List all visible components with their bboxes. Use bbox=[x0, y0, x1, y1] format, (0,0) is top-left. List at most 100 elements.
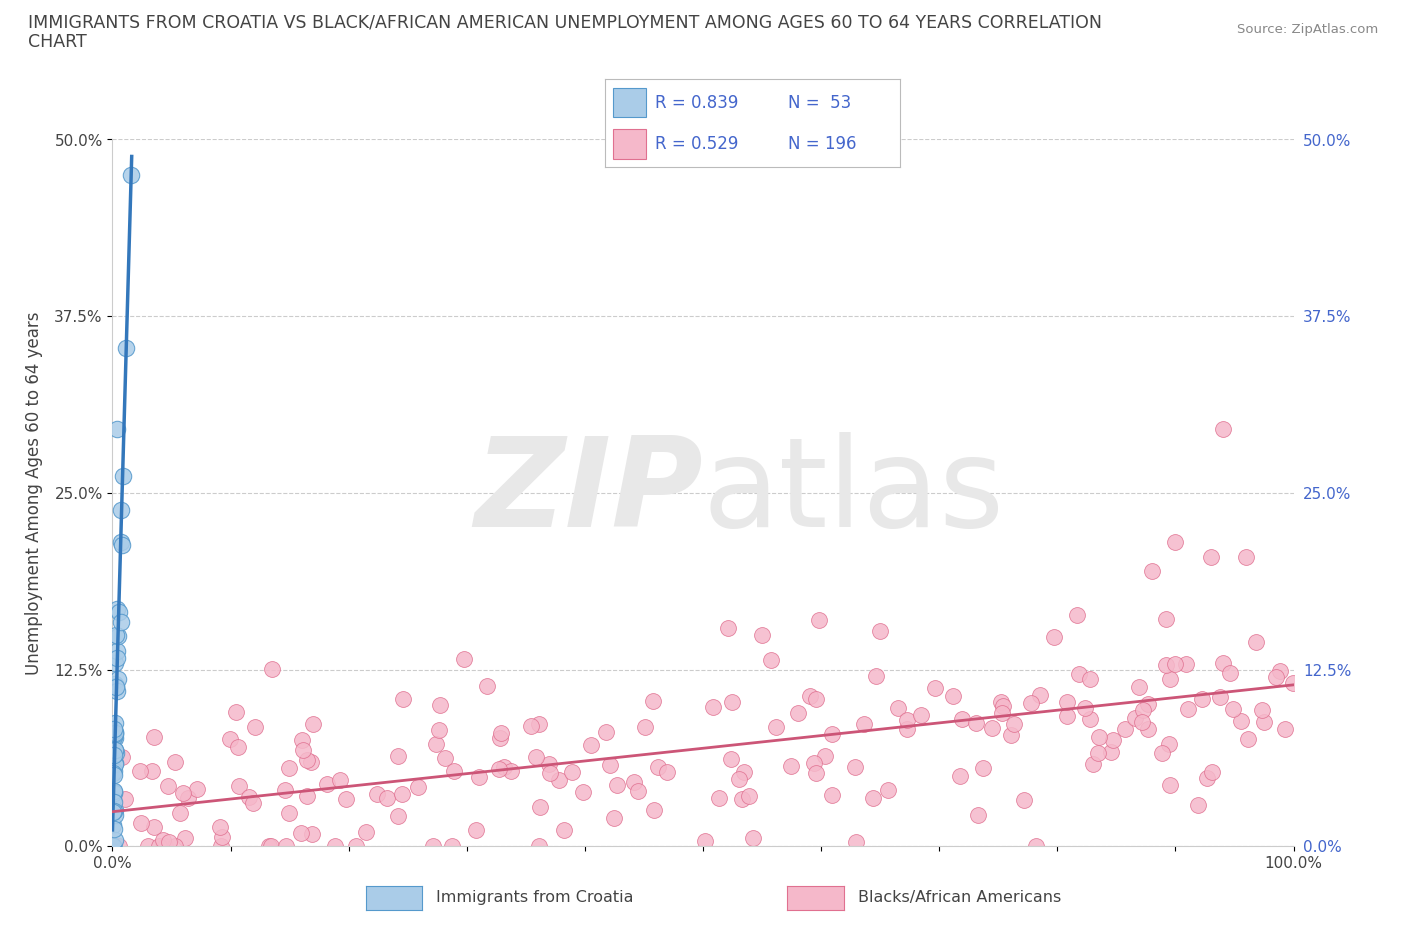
Point bbox=[152, 832, 174, 847]
Point bbox=[717, 620, 740, 635]
Point bbox=[806, 766, 828, 781]
Point bbox=[278, 805, 301, 820]
Point bbox=[821, 726, 844, 741]
Point bbox=[176, 791, 198, 806]
Point bbox=[186, 781, 208, 796]
Point bbox=[228, 778, 250, 793]
Point bbox=[422, 839, 444, 854]
Point bbox=[156, 778, 179, 793]
Point bbox=[105, 644, 128, 658]
Point bbox=[104, 832, 127, 847]
Point bbox=[803, 756, 825, 771]
Point bbox=[751, 628, 773, 643]
Point bbox=[862, 790, 884, 805]
Point bbox=[1222, 701, 1244, 716]
Point bbox=[499, 764, 522, 778]
Point bbox=[1191, 691, 1213, 706]
Point bbox=[489, 725, 512, 740]
Point bbox=[354, 824, 377, 839]
Point bbox=[647, 760, 669, 775]
Point bbox=[108, 604, 131, 619]
Point bbox=[759, 653, 782, 668]
Point bbox=[103, 794, 125, 809]
Point bbox=[804, 692, 827, 707]
Text: N =  53: N = 53 bbox=[787, 94, 851, 112]
Point bbox=[991, 706, 1014, 721]
Point bbox=[242, 795, 264, 810]
Point bbox=[103, 768, 125, 783]
Point bbox=[143, 820, 166, 835]
Point bbox=[329, 773, 352, 788]
Point bbox=[896, 722, 918, 737]
Point bbox=[1056, 695, 1078, 710]
Point bbox=[1069, 667, 1091, 682]
Point bbox=[634, 720, 657, 735]
Point bbox=[529, 839, 551, 854]
Point bbox=[1268, 664, 1291, 679]
Point bbox=[111, 538, 134, 552]
Point bbox=[315, 777, 337, 791]
Point bbox=[553, 822, 575, 837]
Point bbox=[290, 826, 312, 841]
Point bbox=[1159, 671, 1181, 686]
Point bbox=[981, 721, 1004, 736]
Point bbox=[260, 662, 283, 677]
Point bbox=[103, 784, 125, 799]
Point bbox=[433, 751, 456, 765]
Point bbox=[657, 764, 679, 779]
Point bbox=[1012, 792, 1035, 807]
Point bbox=[274, 839, 297, 854]
Point bbox=[1175, 657, 1198, 671]
Point bbox=[844, 760, 866, 775]
Point bbox=[103, 839, 125, 854]
Point bbox=[1136, 722, 1159, 737]
Point bbox=[297, 752, 319, 767]
Point bbox=[742, 830, 765, 845]
Point bbox=[209, 839, 232, 854]
Point bbox=[277, 761, 299, 776]
Point bbox=[965, 715, 987, 730]
Point bbox=[105, 679, 128, 694]
Point bbox=[1212, 656, 1234, 671]
Text: R = 0.839: R = 0.839 bbox=[655, 94, 738, 112]
Point bbox=[163, 839, 186, 854]
Point bbox=[1000, 727, 1022, 742]
Point bbox=[105, 679, 128, 694]
Point bbox=[108, 839, 131, 854]
Point bbox=[966, 807, 988, 822]
Point bbox=[104, 807, 127, 822]
Point bbox=[104, 745, 127, 760]
Point bbox=[707, 790, 730, 805]
Point bbox=[464, 823, 486, 838]
Bar bbox=[613, 88, 645, 117]
Point bbox=[103, 724, 125, 738]
Point bbox=[1140, 564, 1163, 578]
Point bbox=[104, 727, 127, 742]
Point bbox=[391, 786, 413, 801]
Point bbox=[595, 724, 617, 739]
Point bbox=[1156, 658, 1178, 672]
Text: Source: ZipAtlas.com: Source: ZipAtlas.com bbox=[1237, 23, 1378, 36]
Point bbox=[238, 790, 260, 804]
Point bbox=[105, 684, 128, 698]
Point bbox=[101, 839, 124, 854]
Point bbox=[641, 693, 664, 708]
Point bbox=[104, 803, 127, 817]
Point bbox=[103, 721, 125, 736]
Point bbox=[853, 717, 876, 732]
Point bbox=[1219, 666, 1241, 681]
Point bbox=[169, 805, 191, 820]
Point bbox=[972, 761, 994, 776]
Point bbox=[1265, 670, 1288, 684]
Point bbox=[366, 787, 388, 802]
Text: ZIP: ZIP bbox=[474, 432, 703, 553]
Point bbox=[110, 503, 132, 518]
Point bbox=[1056, 709, 1078, 724]
Point bbox=[1080, 711, 1102, 726]
Point bbox=[1125, 711, 1147, 725]
Point bbox=[1274, 722, 1296, 737]
Point bbox=[103, 764, 125, 778]
Point bbox=[579, 737, 602, 752]
Point bbox=[115, 340, 138, 355]
Text: Immigrants from Croatia: Immigrants from Croatia bbox=[436, 890, 633, 906]
